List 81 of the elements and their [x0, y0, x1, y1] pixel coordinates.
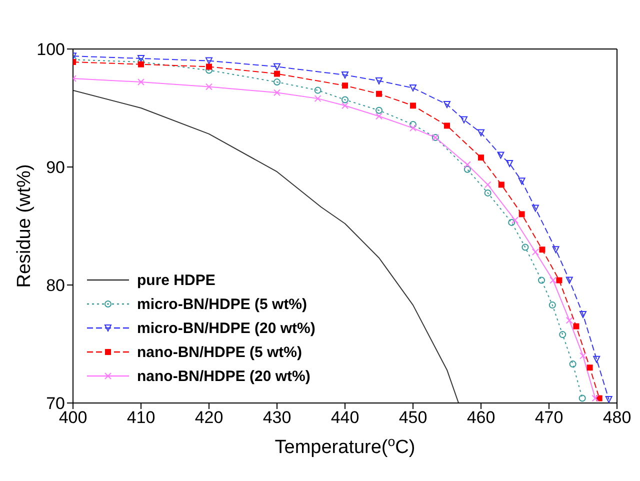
point [506, 160, 514, 167]
x-tick-label: 440 [330, 408, 360, 428]
point [498, 182, 504, 188]
point [274, 63, 280, 70]
point [410, 102, 416, 109]
point [342, 71, 348, 78]
point [566, 276, 573, 284]
point [376, 77, 382, 84]
x-tick-label: 450 [398, 408, 428, 428]
point [274, 78, 280, 86]
point [569, 360, 576, 368]
point [580, 311, 586, 318]
point [376, 106, 382, 114]
point [552, 246, 560, 254]
x-tick-label: 480 [602, 408, 632, 428]
line-series [73, 90, 460, 403]
y-tick-label: 90 [46, 158, 65, 178]
point [138, 61, 144, 68]
point [206, 83, 212, 90]
point [342, 102, 348, 110]
point [138, 78, 144, 86]
point [566, 316, 573, 324]
point [410, 121, 416, 128]
point [548, 302, 556, 309]
point [342, 96, 348, 104]
point [206, 57, 212, 64]
point [138, 54, 144, 62]
point [556, 277, 562, 284]
point [342, 82, 348, 89]
point [573, 323, 580, 330]
point [484, 181, 492, 188]
x-tick-label: 410 [126, 408, 156, 428]
legend-label: micro-BN/HDPE (20 wt%) [137, 320, 316, 336]
y-axis-title: Residue (wt%) [14, 164, 35, 288]
point [518, 211, 525, 218]
point [478, 129, 484, 136]
point [464, 161, 471, 168]
point [532, 204, 539, 212]
point [550, 276, 557, 284]
x-tick-label: 420 [194, 408, 224, 428]
legend-label: pure HDPE [137, 272, 216, 288]
point [586, 364, 593, 371]
point [410, 84, 416, 92]
point [206, 64, 212, 70]
point [518, 178, 526, 185]
point [593, 356, 600, 363]
point [274, 89, 280, 96]
point [314, 86, 322, 94]
legend-label: nano-BN/HDPE (20 wt%) [137, 368, 310, 384]
point [580, 352, 586, 360]
point [444, 122, 450, 129]
y-tick-label: 100 [36, 40, 65, 60]
point [538, 276, 546, 284]
x-tick-label: 460 [466, 408, 496, 428]
x-tick-label: 430 [262, 408, 292, 428]
point [497, 152, 504, 159]
point [578, 394, 586, 402]
point [532, 248, 539, 256]
point [274, 70, 280, 77]
point [376, 90, 382, 97]
point [605, 396, 612, 403]
point [478, 154, 484, 161]
legend-label: micro-BN/HDPE (5 wt%) [137, 296, 308, 312]
x-tick-label: 400 [58, 408, 88, 428]
point [539, 246, 546, 253]
legend-label: nano-BN/HDPE (5 wt%) [137, 344, 302, 360]
point [376, 112, 382, 120]
point [314, 95, 322, 102]
point [484, 189, 492, 196]
point [508, 218, 516, 226]
x-tick-label: 470 [534, 408, 564, 428]
x-axis-title: Temperature($^{o}$C) [274, 434, 416, 458]
point [512, 216, 518, 224]
point [559, 331, 566, 338]
point [410, 124, 416, 132]
y-tick-label: 80 [46, 276, 65, 296]
point [460, 116, 468, 124]
point [522, 244, 529, 251]
point [464, 166, 471, 173]
point [444, 100, 450, 108]
point [592, 394, 599, 402]
